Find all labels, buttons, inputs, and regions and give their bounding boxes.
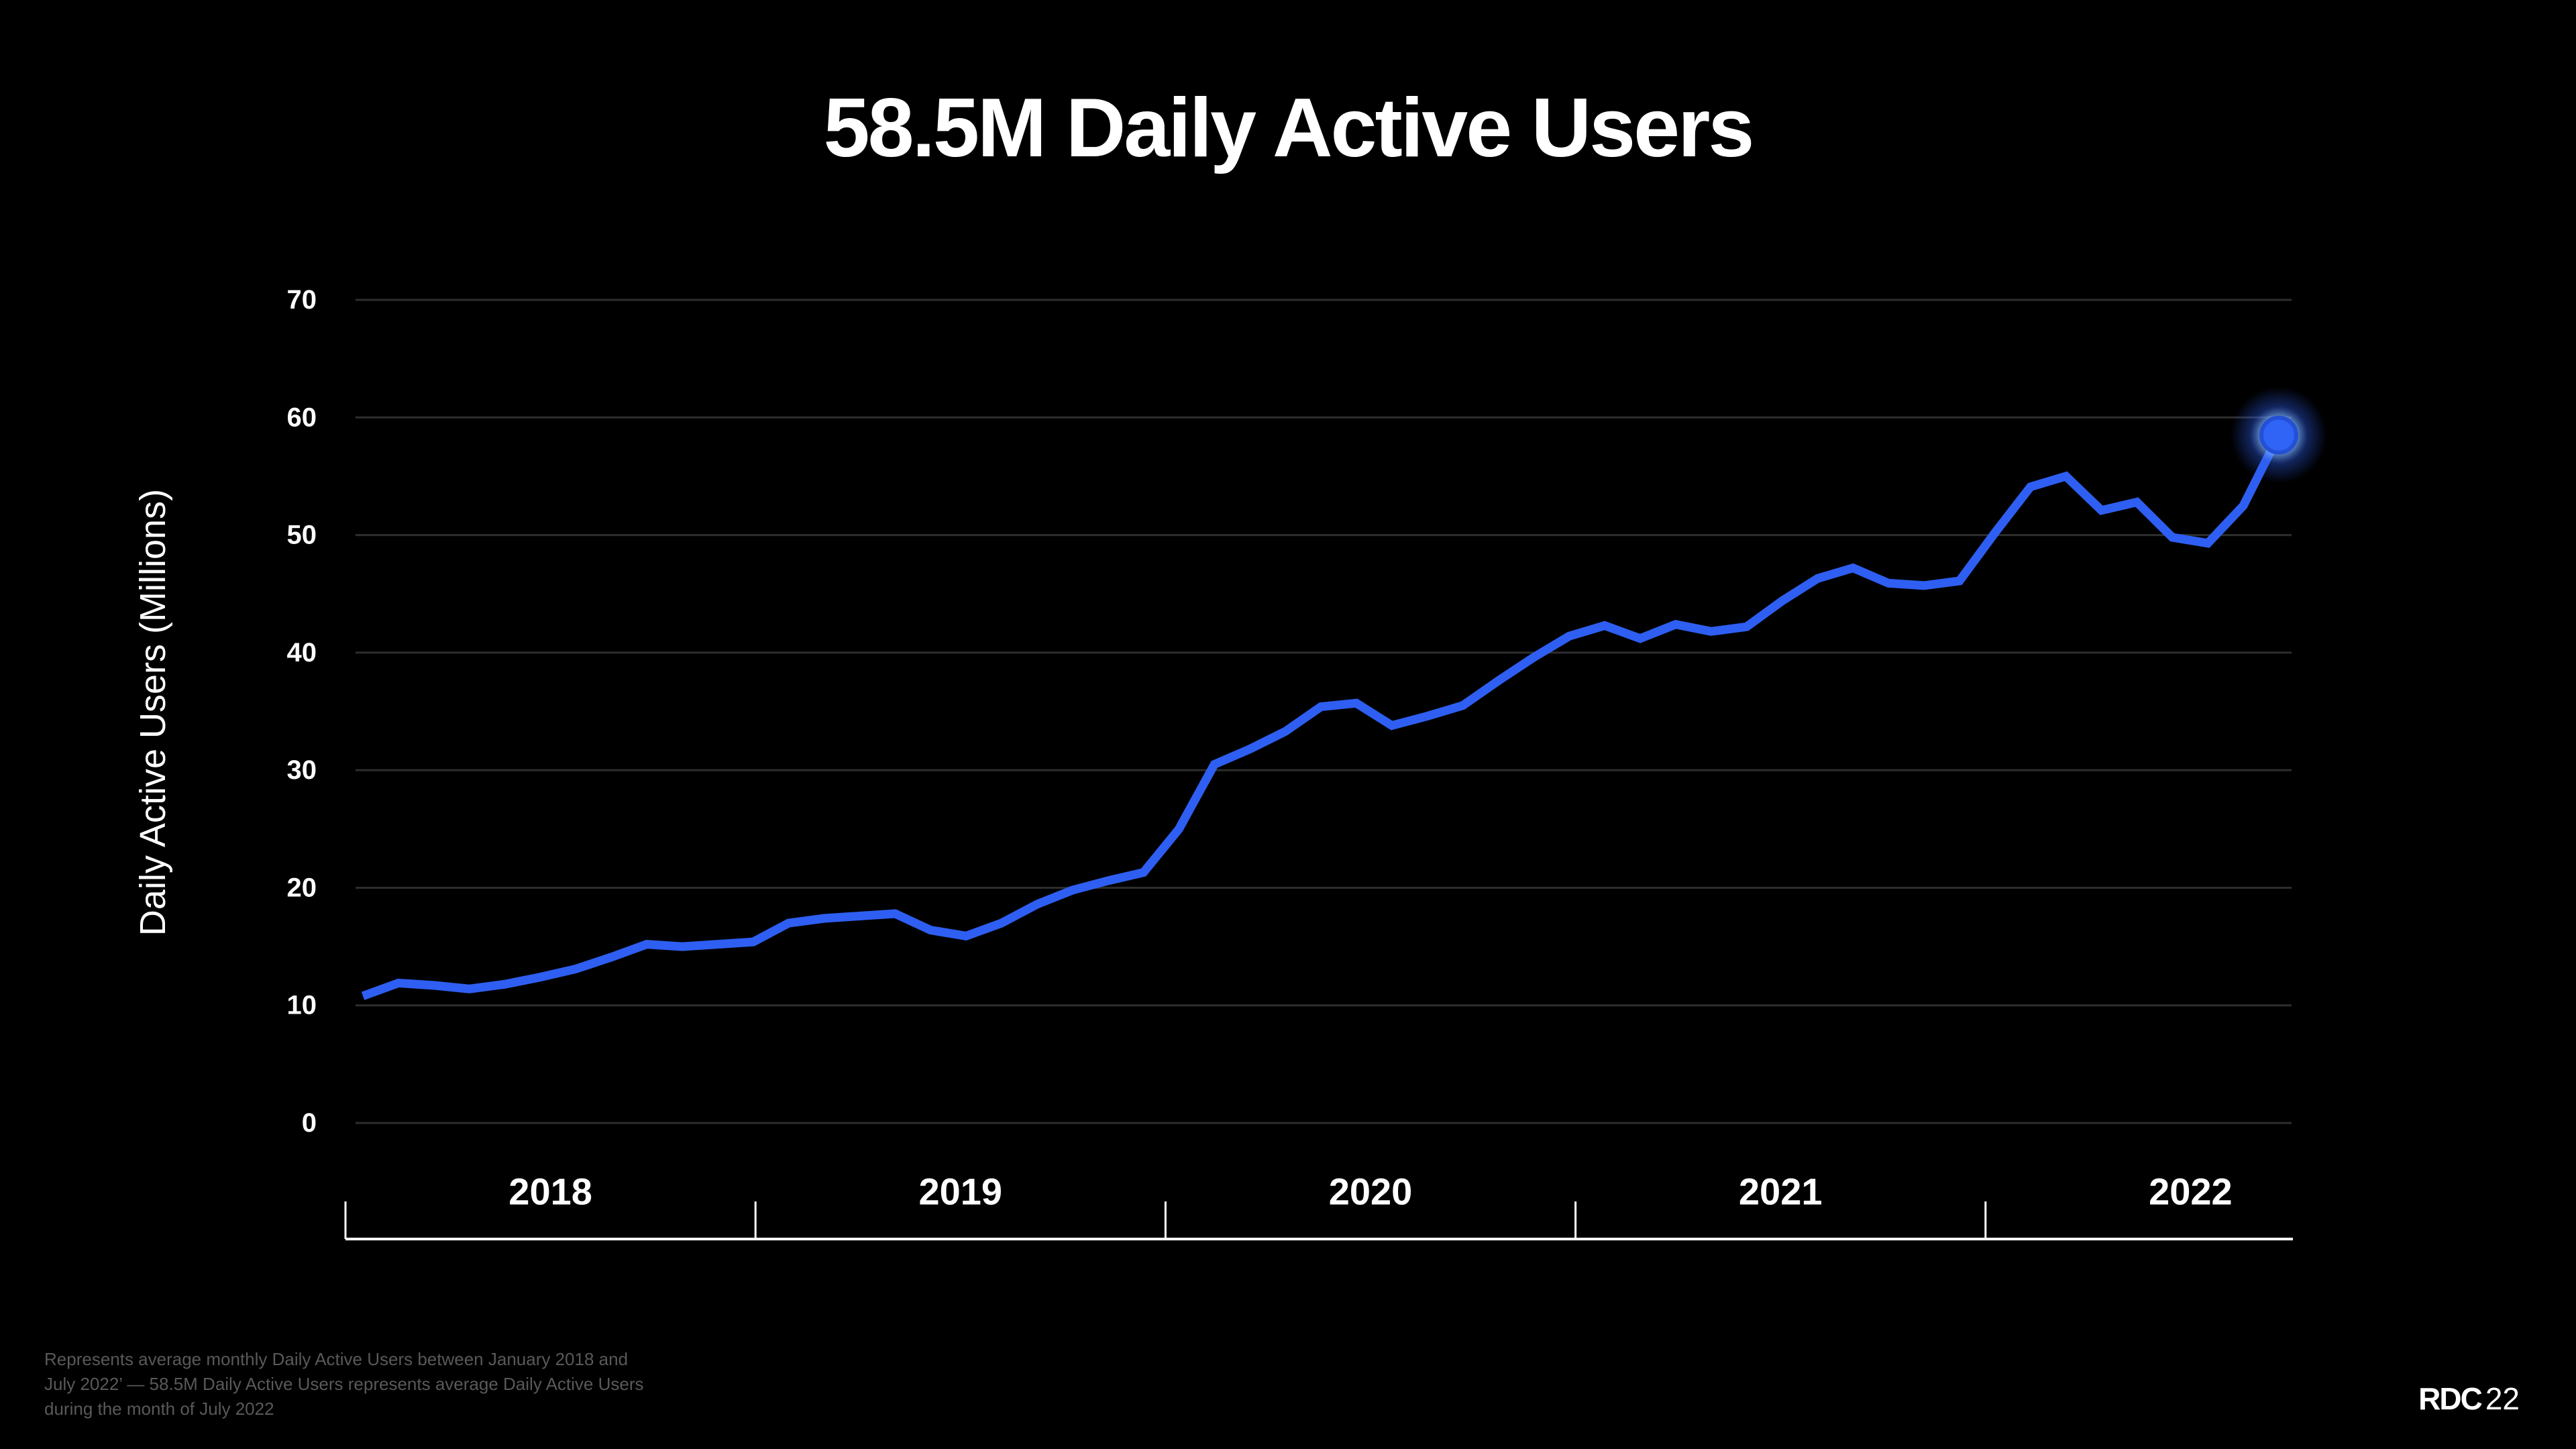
rdc-logo: RDC 22	[2418, 1381, 2520, 1417]
endpoint-marker	[2259, 415, 2298, 455]
y-tick-label-40: 40	[287, 638, 317, 667]
y-tick-label-50: 50	[287, 521, 317, 550]
x-tick-label-2020: 2020	[1329, 1171, 1413, 1213]
footnote-line-3: during the month of July 2022	[44, 1399, 274, 1419]
y-tick-label-10: 10	[287, 991, 317, 1020]
y-tick-label-20: 20	[287, 873, 317, 902]
y-tick-label-60: 60	[287, 402, 317, 432]
x-tick-label-2022: 2022	[2149, 1171, 2233, 1213]
x-tick-label-2018: 2018	[508, 1171, 592, 1213]
rdc-logo-text: RDC	[2418, 1381, 2483, 1416]
footnote-line-1: Represents average monthly Daily Active …	[44, 1349, 629, 1369]
x-tick-label-2021: 2021	[1739, 1171, 1823, 1213]
footnote-line-2: July 2022’ — 58.5M Daily Active Users re…	[44, 1374, 644, 1394]
x-tick-label-2019: 2019	[919, 1171, 1003, 1213]
y-tick-label-70: 70	[287, 285, 317, 315]
dau-line	[361, 433, 2283, 1000]
y-tick-label-0: 0	[302, 1108, 317, 1138]
footnote: Represents average monthly Daily Active …	[44, 1347, 644, 1421]
rdc-logo-year: 22	[2485, 1381, 2520, 1416]
page-title: 58.5M Daily Active Users	[823, 82, 1755, 174]
y-tick-label-30: 30	[287, 755, 317, 785]
